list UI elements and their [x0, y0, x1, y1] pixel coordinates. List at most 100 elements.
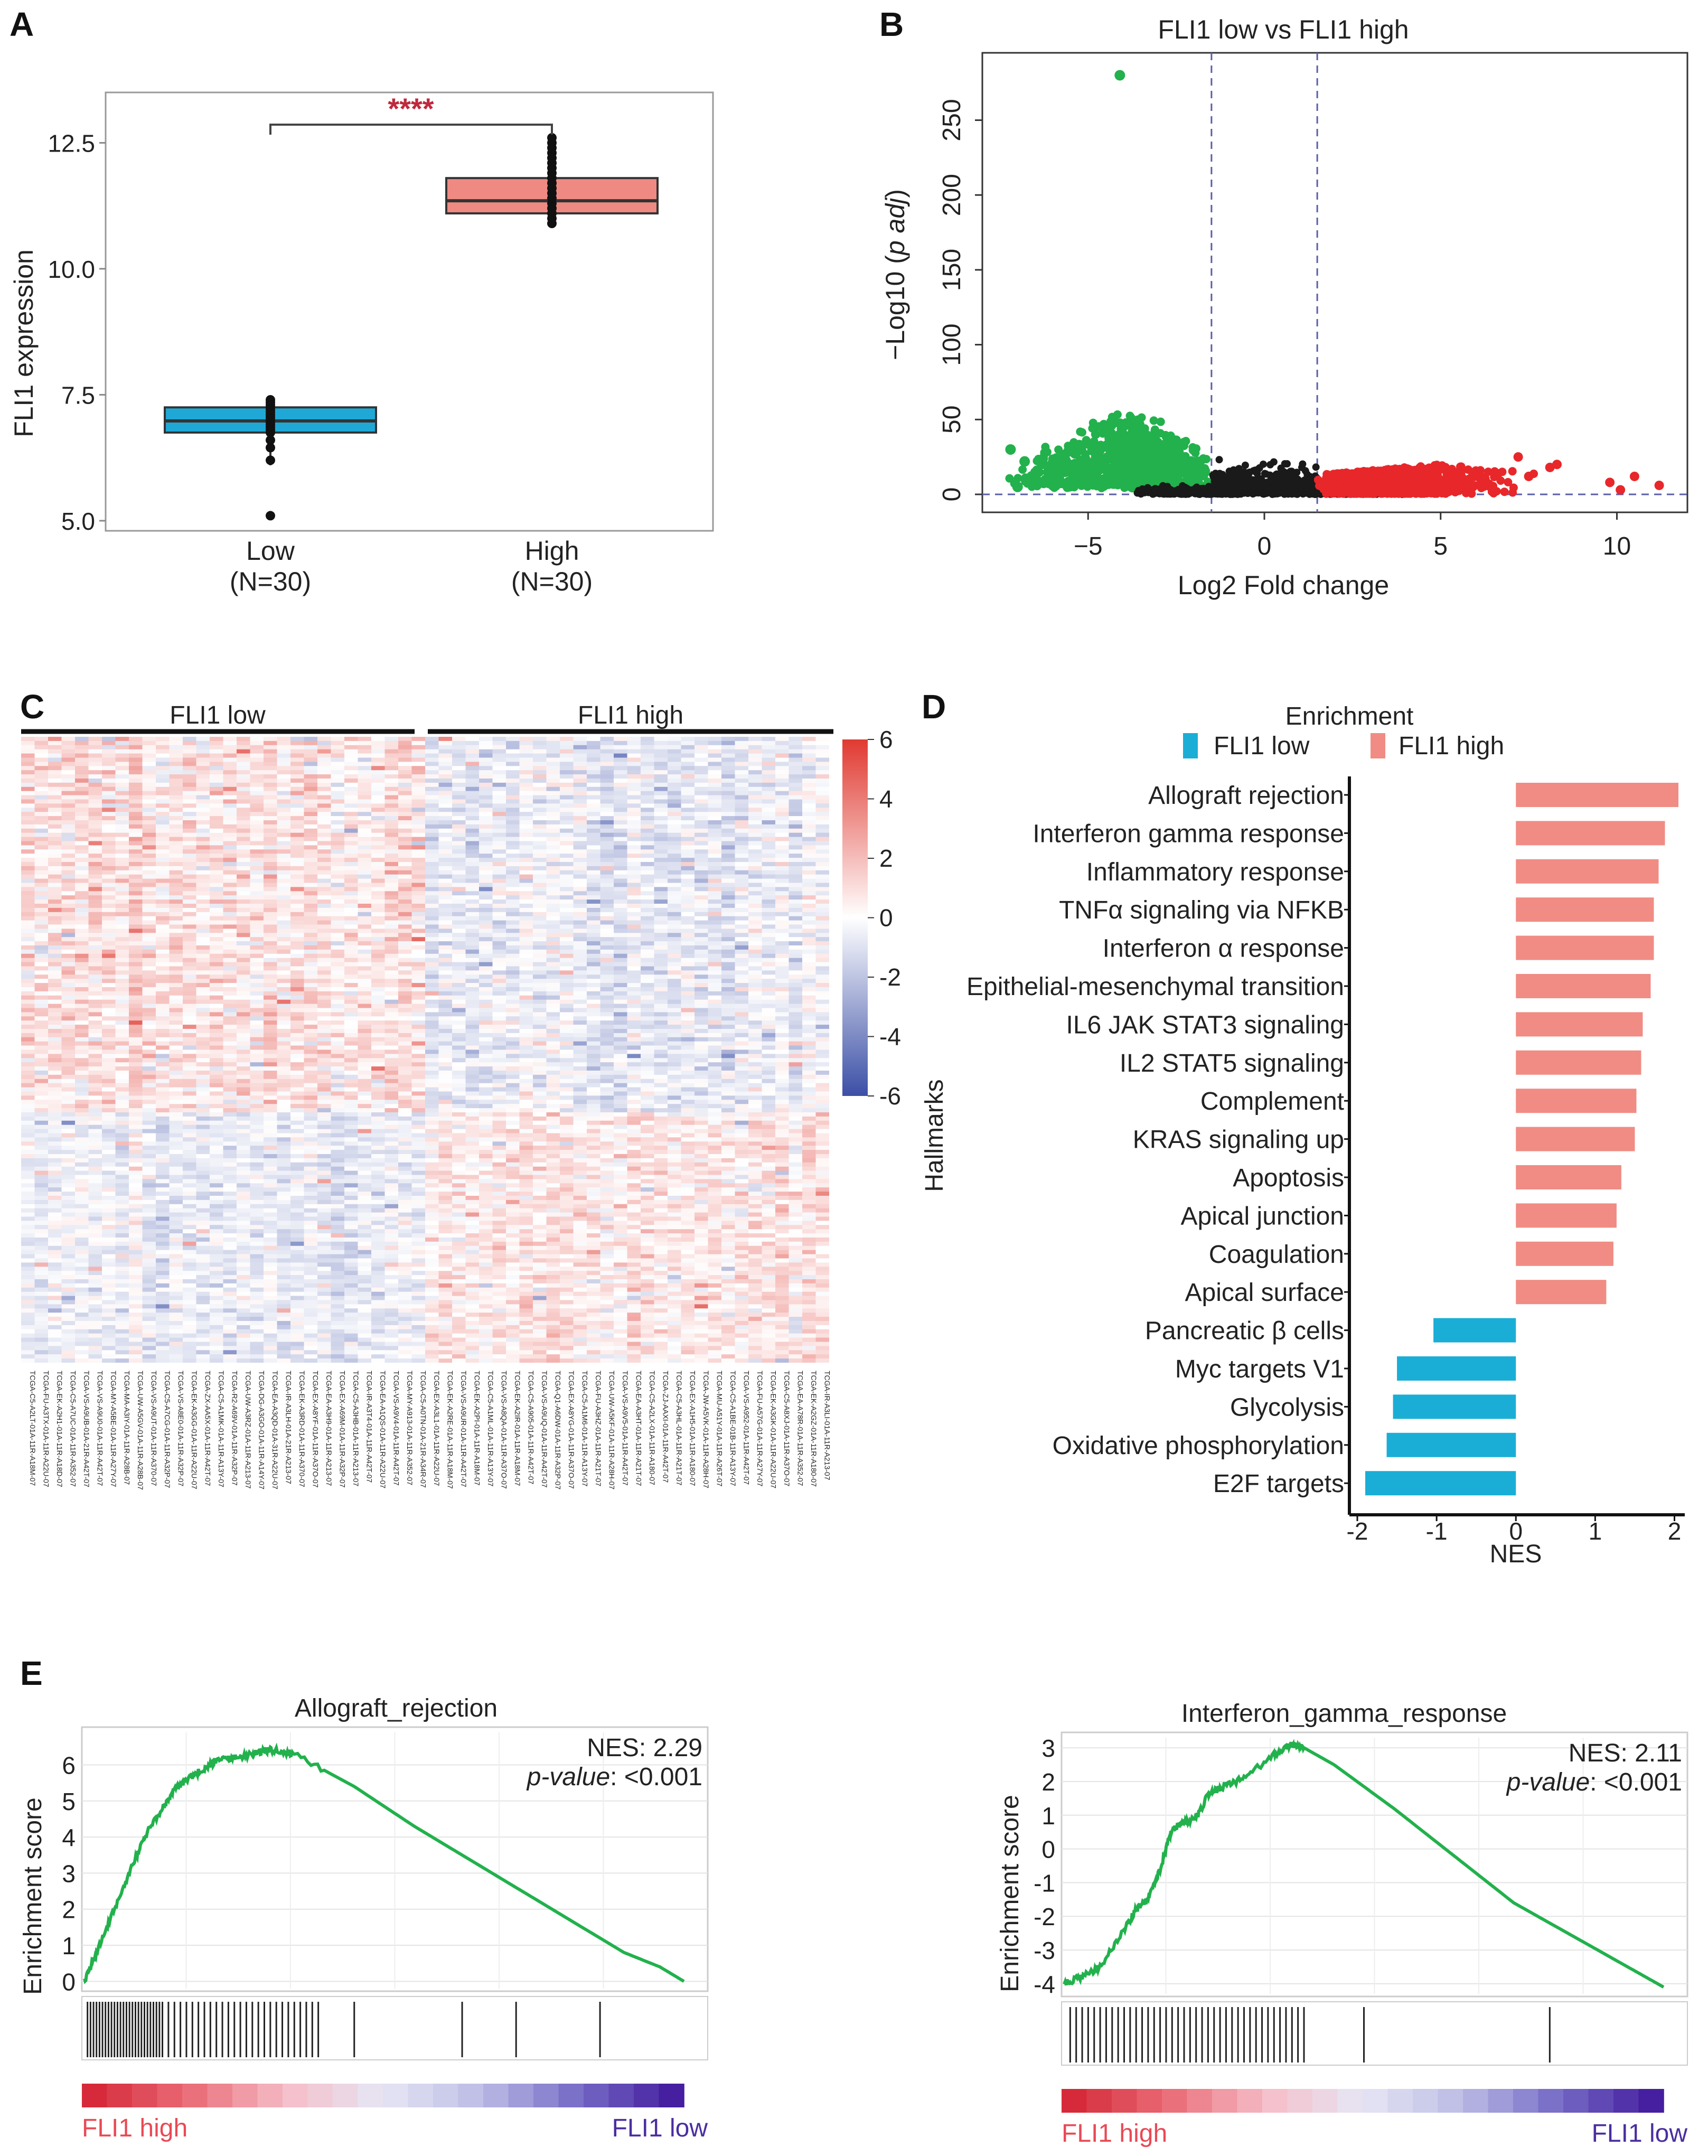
- c-heatmap-cell: [398, 874, 412, 879]
- c-heatmap-cell: [721, 757, 736, 762]
- c-heatmap-cell: [344, 824, 359, 829]
- c-heatmap-cell: [775, 757, 790, 762]
- b-point-ns: [1235, 465, 1243, 473]
- c-heatmap-cell: [668, 878, 682, 884]
- c-heatmap-cell: [210, 779, 224, 783]
- c-heatmap-cell: [425, 803, 439, 808]
- c-heatmap-cell: [695, 791, 709, 796]
- c-heatmap-cell: [735, 740, 749, 746]
- c-heatmap-cell: [438, 770, 453, 775]
- c-heatmap-cell: [48, 874, 62, 879]
- c-heatmap-cell: [681, 757, 695, 762]
- c-heatmap-cell: [654, 887, 668, 892]
- c-heatmap-cell: [304, 874, 318, 879]
- b-point-ns: [1161, 490, 1169, 498]
- c-heatmap-cell: [641, 870, 655, 875]
- c-heatmap-cell: [344, 808, 359, 812]
- c-heatmap-cell: [721, 883, 736, 887]
- c-heatmap-cell: [546, 757, 560, 762]
- c-heatmap-cell: [398, 816, 412, 821]
- c-heatmap-cell: [196, 832, 210, 838]
- c-heatmap-cell: [681, 803, 695, 808]
- c-heatmap-cell: [533, 845, 547, 850]
- c-heatmap-cell: [304, 766, 318, 771]
- c-heatmap-cell: [721, 862, 736, 867]
- c-heatmap-cell: [641, 803, 655, 808]
- c-heatmap-cell: [290, 837, 305, 842]
- c-heatmap-cell: [452, 841, 466, 846]
- c-heatmap-cell: [614, 757, 628, 762]
- c-heatmap-cell: [802, 837, 817, 842]
- c-heatmap-cell: [317, 854, 332, 858]
- c-heatmap-cell: [641, 774, 655, 779]
- c-heatmap-cell: [264, 845, 278, 850]
- c-heatmap-cell: [506, 832, 520, 838]
- c-heatmap-cell: [654, 858, 668, 863]
- c-heatmap-cell: [142, 891, 156, 896]
- c-heatmap-cell: [654, 862, 668, 867]
- c-heatmap-cell: [411, 845, 426, 850]
- c-heatmap-cell: [398, 795, 412, 800]
- c-heatmap-cell: [304, 799, 318, 804]
- c-heatmap-cell: [210, 845, 224, 850]
- c-heatmap-cell: [479, 845, 493, 850]
- c-heatmap-cell: [573, 854, 587, 858]
- c-heatmap-cell: [304, 745, 318, 750]
- c-heatmap-cell: [506, 799, 520, 804]
- c-heatmap-cell: [290, 874, 305, 879]
- c-heatmap-cell: [519, 757, 533, 762]
- c-heatmap-cell: [210, 753, 224, 758]
- c-heatmap-cell: [88, 766, 102, 771]
- c-heatmap-cell: [802, 774, 817, 779]
- c-heatmap-cell: [290, 832, 305, 838]
- c-heatmap-cell: [34, 795, 49, 800]
- c-heatmap-cell: [223, 799, 237, 804]
- c-heatmap-cell: [142, 832, 156, 838]
- c-heatmap-cell: [264, 887, 278, 892]
- c-heatmap-cell: [75, 824, 89, 829]
- c-heatmap-cell: [600, 749, 614, 754]
- c-heatmap-cell: [708, 870, 722, 875]
- c-heatmap-cell: [695, 803, 709, 808]
- c-heatmap-cell: [695, 824, 709, 829]
- c-heatmap-cell: [115, 866, 129, 871]
- c-heatmap-cell: [506, 824, 520, 829]
- c-heatmap-cell: [600, 862, 614, 867]
- c-heatmap-cell: [237, 745, 251, 750]
- c-heatmap-cell: [75, 791, 89, 796]
- c-heatmap-cell: [465, 845, 480, 850]
- c-heatmap-cell: [695, 883, 709, 887]
- c-heatmap-cell: [210, 849, 224, 854]
- c-heatmap-cell: [789, 799, 803, 804]
- c-heatmap-cell: [775, 779, 790, 783]
- c-heatmap-cell: [142, 858, 156, 863]
- c-heatmap-cell: [748, 870, 763, 875]
- b-point-ns: [1306, 474, 1314, 482]
- c-heatmap-cell: [344, 828, 359, 833]
- c-heatmap-cell: [48, 887, 62, 892]
- c-heatmap-cell: [196, 808, 210, 812]
- c-heatmap-cell: [695, 749, 709, 754]
- c-heatmap-cell: [304, 803, 318, 808]
- c-heatmap-cell: [789, 791, 803, 796]
- c-heatmap-cell: [600, 812, 614, 817]
- c-heatmap-cell: [156, 812, 170, 817]
- c-heatmap-cell: [681, 820, 695, 825]
- c-heatmap-cell: [479, 849, 493, 854]
- c-heatmap-cell: [708, 832, 722, 838]
- c-heatmap-cell: [331, 849, 345, 854]
- c-heatmap-cell: [34, 887, 49, 892]
- c-heatmap-cell: [115, 766, 129, 771]
- b-point-ns: [1283, 460, 1291, 468]
- c-heatmap-cell: [183, 749, 197, 754]
- c-heatmap-cell: [196, 803, 210, 808]
- c-heatmap-cell: [88, 745, 102, 750]
- c-heatmap-cell: [775, 808, 790, 812]
- a-point: [266, 435, 275, 445]
- c-heatmap-cell: [465, 737, 480, 742]
- c-heatmap-cell: [142, 740, 156, 746]
- c-heatmap-cell: [560, 878, 574, 884]
- c-heatmap-cell: [331, 740, 345, 746]
- c-heatmap-cell: [668, 812, 682, 817]
- c-heatmap-cell: [789, 779, 803, 783]
